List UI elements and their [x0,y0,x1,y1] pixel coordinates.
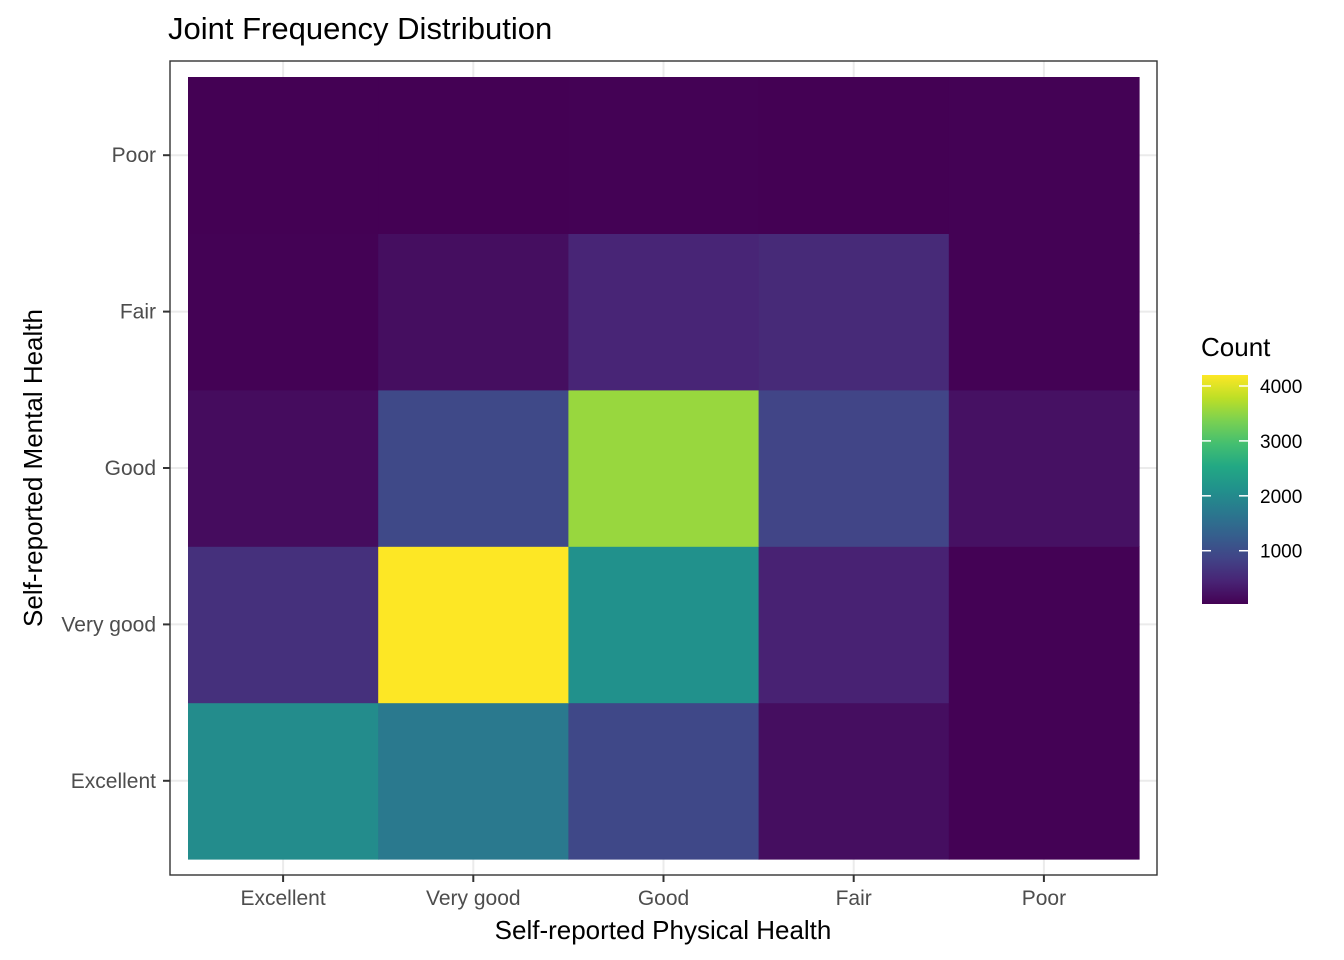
heatmap-cell-fair-good [758,389,950,547]
y-tick-label: Excellent [71,770,156,793]
legend-colorbar [1202,375,1248,604]
heatmap-cell-fair-fair [758,233,950,391]
heatmap-cells [188,77,1140,860]
heatmap-cell-fair-excellent [758,702,950,860]
heatmap-cell-excellent-very-good [188,546,379,704]
legend-title: Count [1201,332,1271,362]
heatmap-cell-excellent-fair [188,233,379,391]
heatmap-cell-fair-poor [758,77,950,234]
x-axis-title: Self-reported Physical Health [495,915,832,945]
x-tick-label: Very good [426,887,521,910]
y-tick-label: Good [105,457,156,480]
heatmap-cell-poor-fair [948,233,1140,391]
heatmap-cell-good-very-good [568,546,760,704]
heatmap-cell-poor-good [948,389,1140,547]
x-axis: Excellent Very good Good Fair Poor [240,875,1066,910]
x-tick-label: Poor [1022,887,1066,910]
heatmap-cell-poor-excellent [948,702,1140,860]
legend-tick-label: 1000 [1260,542,1302,563]
y-tick-label: Very good [61,613,156,636]
x-tick-label: Good [638,887,689,910]
legend-tick-label: 4000 [1260,377,1302,398]
legend-ticks: 1000 2000 3000 4000 [1202,377,1302,563]
heatmap-cell-good-good [568,389,760,547]
x-tick-label: Fair [836,887,872,910]
heatmap-cell-good-poor [568,77,760,234]
legend-tick-label: 3000 [1260,432,1302,453]
y-axis: Excellent Very good Good Fair Poor [61,144,170,793]
legend-tick-label: 2000 [1260,487,1302,508]
y-axis-title: Self-reported Mental Health [18,309,48,627]
chart-title: Joint Frequency Distribution [168,11,552,46]
heatmap-cell-fair-very-good [758,546,950,704]
y-tick-label: Fair [120,301,156,324]
heatmap-cell-excellent-excellent [188,702,379,860]
heatmap-cell-excellent-poor [188,77,379,234]
heatmap-cell-excellent-good [188,389,379,547]
heatmap-cell-very-good-excellent [378,702,569,860]
heatmap-cell-poor-very-good [948,546,1140,704]
heatmap-cell-good-excellent [568,702,760,860]
heatmap-cell-very-good-very-good [378,546,569,704]
heatmap-cell-poor-poor [948,77,1140,234]
heatmap-cell-good-fair [568,233,760,391]
heatmap-cell-very-good-fair [378,233,569,391]
x-tick-label: Excellent [240,887,325,910]
heatmap-cell-very-good-poor [378,77,569,234]
heatmap-cell-very-good-good [378,389,569,547]
y-tick-label: Poor [112,144,156,167]
